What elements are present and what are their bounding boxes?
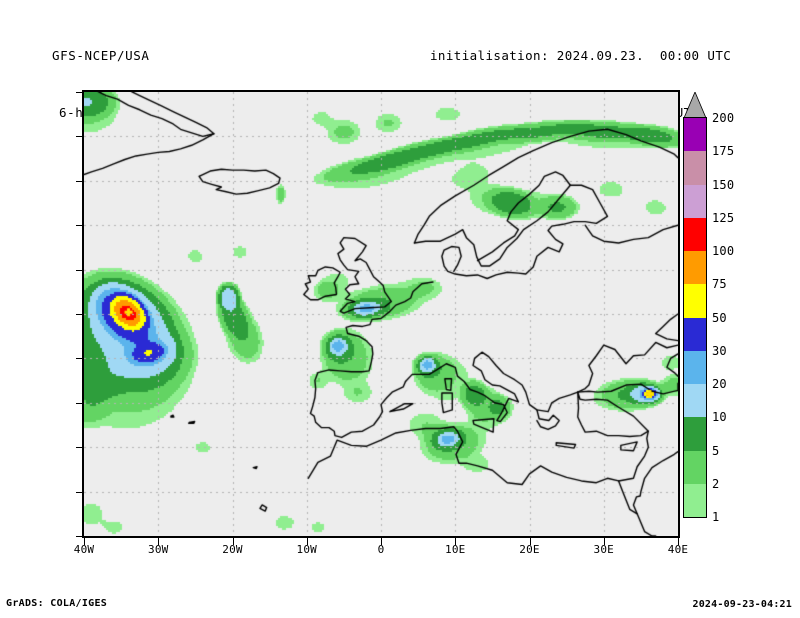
- colorbar-band-100-125: [684, 217, 706, 251]
- lat-tick: [76, 447, 83, 449]
- lat-tick: [76, 536, 83, 537]
- precipitation-map[interactable]: [84, 92, 678, 536]
- colorbar-label-20: 20: [712, 377, 727, 391]
- colorbar-label-75: 75: [712, 277, 727, 292]
- colorbar-label-125: 125: [712, 210, 735, 225]
- lon-label-0: 0: [377, 543, 385, 556]
- render-timestamp: 2024-09-23-04:21: [692, 599, 792, 610]
- lon-label-10w: 10W: [296, 543, 317, 556]
- colorbar-band-150-175: [684, 151, 706, 185]
- colorbar-band-50-75: [684, 284, 706, 318]
- colorbar-band-5-10: [684, 417, 706, 451]
- lat-tick: [76, 402, 83, 404]
- lon-label-30w: 30W: [148, 543, 169, 556]
- colorbar-label-30: 30: [712, 343, 727, 358]
- lon-tick: [603, 538, 605, 545]
- lat-tick: [76, 358, 83, 360]
- lon-tick: [306, 538, 308, 545]
- lat-tick: [76, 269, 83, 271]
- colorbar-label-1: 1: [712, 510, 720, 524]
- lon-label-10e: 10E: [445, 543, 466, 556]
- lon-tick: [381, 538, 382, 545]
- lat-tick: [76, 92, 83, 93]
- map-plot-area[interactable]: [82, 90, 680, 538]
- colorbar-label-150: 150: [712, 177, 735, 192]
- colorbar-band-175-200: [684, 118, 706, 152]
- lat-tick: [76, 225, 83, 227]
- colorbar-label-5: 5: [712, 443, 720, 458]
- colorbar-overflow-arrow: [683, 92, 707, 118]
- model-title: GFS-NCEP/USA: [52, 48, 150, 63]
- colorbar-band-20-30: [684, 350, 706, 384]
- lon-label-40e: 40E: [667, 543, 689, 556]
- lat-tick: [76, 491, 83, 493]
- lat-tick: [76, 314, 83, 315]
- colorbar-band-10-20: [684, 384, 706, 418]
- lon-label-20w: 20W: [222, 543, 243, 556]
- lon-label-20e: 20E: [519, 543, 540, 556]
- colorbar-band-125-150: [684, 184, 706, 218]
- lat-tick: [76, 180, 83, 182]
- lon-tick: [158, 538, 160, 545]
- colorbar[interactable]: [683, 117, 707, 518]
- lat-tick: [76, 136, 83, 138]
- lon-tick: [232, 538, 234, 545]
- lon-tick: [455, 538, 457, 545]
- lon-tick: [678, 538, 679, 545]
- colorbar-label-200: 200: [712, 111, 735, 125]
- lon-label-40w: 40W: [73, 543, 95, 556]
- colorbar-band-2-5: [684, 450, 706, 484]
- grads-credit: GrADS: COLA/IGES: [6, 598, 108, 609]
- colorbar-label-100: 100: [712, 244, 735, 258]
- lon-tick: [84, 538, 85, 545]
- lon-tick: [529, 538, 531, 545]
- colorbar-band-1-2: [684, 483, 706, 517]
- colorbar-band-75-100: [684, 251, 706, 285]
- colorbar-band-30-50: [684, 317, 706, 351]
- colorbar-label-10: 10: [712, 410, 727, 425]
- colorbar-label-2: 2: [712, 476, 720, 491]
- lon-label-30e: 30E: [593, 543, 614, 556]
- colorbar-label-50: 50: [712, 310, 727, 325]
- colorbar-label-175: 175: [712, 144, 735, 159]
- initialisation-time: initialisation: 2024.09.23. 00:00 UTC: [430, 48, 732, 63]
